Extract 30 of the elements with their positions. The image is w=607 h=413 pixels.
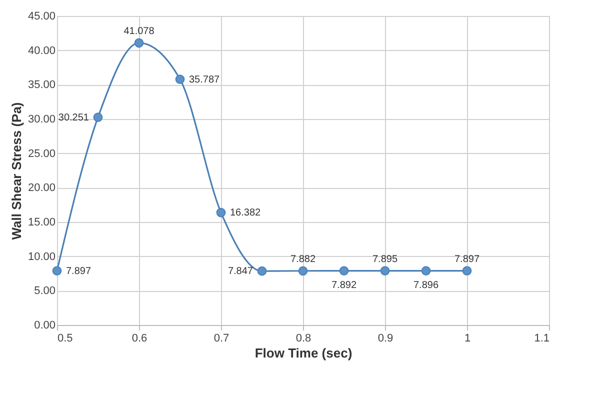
data-label: 7.897 <box>66 266 92 277</box>
y-tick-label: 15.00 <box>28 216 56 228</box>
x-tick-label: 0.7 <box>214 332 230 344</box>
x-tick-label: 1 <box>464 332 471 344</box>
x-axis-title: Flow Time (sec) <box>254 346 352 360</box>
y-tick-label: 30.00 <box>28 114 56 126</box>
y-tick-label: 5.00 <box>34 285 56 298</box>
y-tick-label: 0.00 <box>34 320 56 332</box>
y-tick-label: 40.00 <box>28 44 56 57</box>
data-label: 7.892 <box>331 280 357 291</box>
data-label: 7.896 <box>413 280 439 291</box>
y-tick-label: 10.00 <box>28 250 56 263</box>
y-tick-label: 45.00 <box>28 10 56 22</box>
x-tick-label: 0.9 <box>378 332 394 344</box>
data-label: 30.251 <box>58 112 90 124</box>
x-tick-label: 0.6 <box>132 332 148 344</box>
y-axis-title: Wall Shear Stress (Pa) <box>8 102 24 240</box>
x-tick-label: 1.1 <box>534 332 550 344</box>
data-label: 7.847 <box>228 266 254 278</box>
data-label: 35.787 <box>189 74 220 86</box>
y-tick-label: 20.00 <box>28 182 56 194</box>
data-label: 16.382 <box>230 208 262 219</box>
data-label: 7.882 <box>290 254 316 265</box>
data-label: 41.078 <box>124 26 155 37</box>
y-tick-label: 25.00 <box>28 148 56 160</box>
x-tick-label: 0.8 <box>296 332 312 344</box>
y-tick-label: 35.00 <box>28 79 56 92</box>
data-label: 7.897 <box>454 254 480 265</box>
x-tick-label: 0.5 <box>58 332 73 344</box>
data-label: 7.895 <box>372 254 398 265</box>
